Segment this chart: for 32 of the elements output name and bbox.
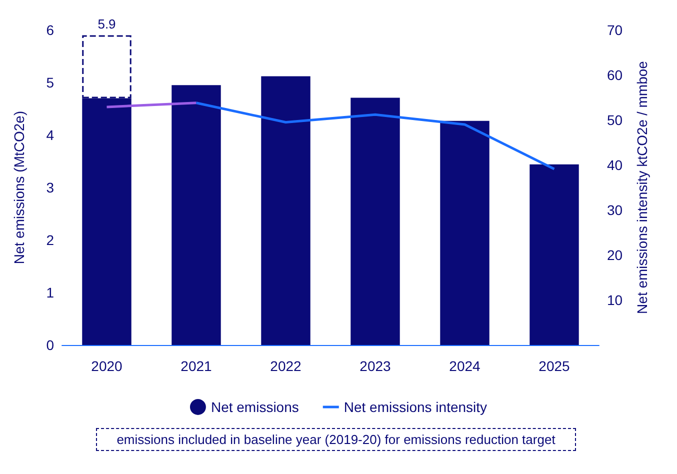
legend-label: Net emissions intensity [344,399,488,415]
y-tick-label: 3 [46,180,54,196]
x-tick-label: 2025 [538,358,570,374]
y2-tick-label: 30 [607,202,623,218]
y-tick-label: 5 [46,74,54,90]
x-tick-label: 2020 [91,358,123,374]
bar [530,164,579,345]
y-tick-label: 2 [46,232,54,248]
x-tick-label: 2024 [449,358,481,374]
y2-tick-label: 40 [607,157,623,173]
total-label: 5.9 [98,16,116,32]
bar [440,120,490,345]
x-tick-label: 2023 [360,358,392,374]
x-tick-label: 2022 [270,358,302,374]
y-axis-title: Net emissions (MtCO2e) [11,110,27,264]
y-tick-label: 0 [46,337,54,353]
y-tick-label: 1 [46,284,54,300]
y2-tick-label: 60 [607,67,623,83]
y2-tick-label: 70 [607,22,623,38]
bar [350,98,400,345]
bar [172,85,221,345]
y2-axis-title: Net emissions intensity ktCO2e / mmboe [634,60,650,314]
text: emissions included in baseline year (2019-20) for emissions reduction target [116,432,556,447]
y2-tick-label: 20 [607,247,623,263]
y2-tick-label: 50 [607,112,623,128]
legend-label: Net emissions [210,399,299,415]
line-series [195,102,556,170]
x-tick-label: 2021 [180,358,212,374]
y2-tick-label: 10 [607,292,623,308]
y-tick-label: 6 [46,22,54,38]
y-tick-label: 4 [46,127,54,143]
bar [261,76,310,345]
